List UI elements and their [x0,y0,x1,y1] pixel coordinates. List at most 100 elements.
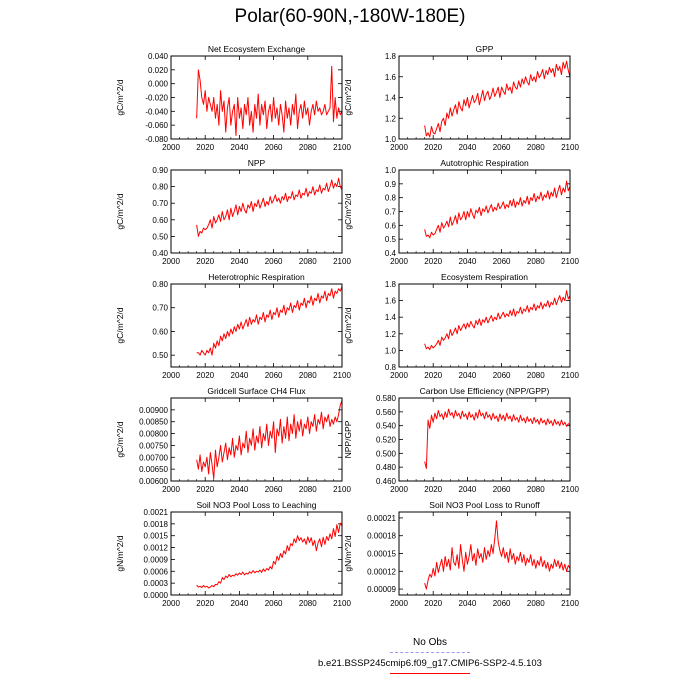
y-tick-label: -0.040 [145,107,168,116]
x-tick-label: 2100 [561,371,579,380]
plot-frame [398,397,571,482]
y-tick-label: 0.0021 [144,508,169,517]
x-tick-label: 2080 [299,257,317,266]
panel-title: Soil NO3 Pool Loss to Leaching [196,500,316,510]
series-line-model [196,522,343,589]
y-tick-label: 0.5 [385,235,397,244]
plot-frame [170,397,343,482]
y-tick-label: 1.8 [385,52,397,61]
y-tick-label: 0.480 [376,463,397,472]
y-tick-label: 1.6 [385,297,397,306]
y-tick-label: 0.00009 [367,585,396,594]
x-tick-label: 2060 [265,371,283,380]
x-tick-label: 2020 [196,599,214,608]
x-tick-label: 2100 [333,485,351,494]
chart-panel-4: Autotrophic Respiration gC/m^2/d 2000 2020 2… [343,158,579,266]
y-tick-label: 0.0006 [144,567,169,576]
x-tick-label: 2060 [493,143,511,152]
y-tick-label: -0.080 [145,135,168,144]
x-tick-label: 2060 [265,143,283,152]
plot-frame [170,283,343,368]
y-axis-label: gC/m^2/d [343,193,353,229]
legend-obs-swatch [390,652,470,653]
y-tick-label: -0.060 [145,121,168,130]
y-tick-label: 0.00900 [139,406,168,415]
panel-title: NPP [248,158,266,168]
y-tick-label: 0.040 [148,52,169,61]
y-tick-label: 1.0 [385,135,397,144]
y-tick-label: 0.40 [152,249,168,258]
chart-panel-3: NPP gC/m^2/d 2000 2020 2040 2060 2080 2100 0.90 0… [115,158,351,266]
x-tick-label: 2000 [162,143,180,152]
y-tick-label: 0.0015 [144,532,169,541]
y-tick-label: 0.00800 [139,430,168,439]
y-tick-label: 0.00750 [139,441,168,450]
x-tick-label: 2040 [231,599,249,608]
y-tick-label: 0.70 [152,304,168,313]
y-tick-label: 0.00015 [367,550,396,559]
y-tick-label: 0.9 [385,180,397,189]
legend-obs-label: No Obs [413,637,447,648]
y-tick-label: 0.90 [152,166,168,175]
y-tick-label: 0.60 [152,327,168,336]
y-tick-label: 0.00600 [139,477,168,486]
x-tick-label: 2080 [299,485,317,494]
series-line-model [424,180,571,239]
x-tick-label: 2060 [493,485,511,494]
y-tick-label: 0.020 [148,66,169,75]
plot-frame [398,55,571,140]
y-tick-label: 0.70 [152,199,168,208]
x-tick-label: 2080 [527,485,545,494]
panel-title: Net Ecosystem Exchange [208,44,306,54]
x-tick-label: 2000 [390,485,408,494]
x-tick-label: 2060 [493,371,511,380]
chart-panel-6: Ecosystem Respiration gC/m^2/d 2000 2020 204… [343,272,579,380]
x-tick-label: 2100 [561,599,579,608]
y-tick-label: 0.00850 [139,418,168,427]
y-tick-label: 0.00012 [367,567,396,576]
y-tick-label: 0.0009 [144,555,169,564]
y-tick-label: 0.8 [385,363,397,372]
x-tick-label: 2040 [231,257,249,266]
y-axis-label: gC/m^2/d [115,421,125,457]
panel-title: Soil NO3 Pool Loss to Runoff [429,500,540,510]
y-tick-label: 1.8 [385,280,397,289]
y-tick-label: 1.6 [385,73,397,82]
y-axis-label: gC/m^2/d [343,307,353,343]
x-tick-label: 2000 [162,485,180,494]
series-line-model [424,60,571,138]
y-tick-label: 0.80 [152,183,168,192]
y-tick-label: 0.580 [376,394,397,403]
y-axis-label: gN/m^2/d [343,535,353,571]
y-tick-label: 0.50 [152,351,168,360]
x-tick-label: 2080 [527,257,545,266]
y-tick-label: 0.8 [385,194,397,203]
x-tick-label: 2100 [333,371,351,380]
x-tick-label: 2020 [196,371,214,380]
plot-frame [170,511,343,596]
x-tick-label: 2040 [231,485,249,494]
x-tick-label: 2000 [390,599,408,608]
legend-model-swatch [390,673,470,674]
x-tick-label: 2020 [424,143,442,152]
y-tick-label: 0.50 [152,232,168,241]
plot-frame [398,283,571,368]
x-tick-label: 2040 [459,257,477,266]
y-tick-label: 0.6 [385,221,397,230]
y-tick-label: 0.560 [376,408,397,417]
x-tick-label: 2080 [527,371,545,380]
x-tick-label: 2000 [390,257,408,266]
series-line-model [196,400,343,480]
y-axis-label: gC/m^2/d [115,79,125,115]
legend-model-label: b.e21.BSSP245cmip6.f09_g17.CMIP6-SSP2-4.… [318,658,542,669]
chart-panel-1: Net Ecosystem Exchange gC/m^2/d 2000 2020 20… [115,44,351,152]
x-tick-label: 2100 [333,599,351,608]
y-tick-label: 0.540 [376,422,397,431]
panel-title: Ecosystem Respiration [441,272,528,282]
y-tick-label: 1.4 [385,94,397,103]
x-tick-label: 2020 [196,143,214,152]
x-tick-label: 2060 [265,599,283,608]
y-axis-label: NPP/GPP [343,420,353,458]
x-tick-label: 2040 [231,371,249,380]
